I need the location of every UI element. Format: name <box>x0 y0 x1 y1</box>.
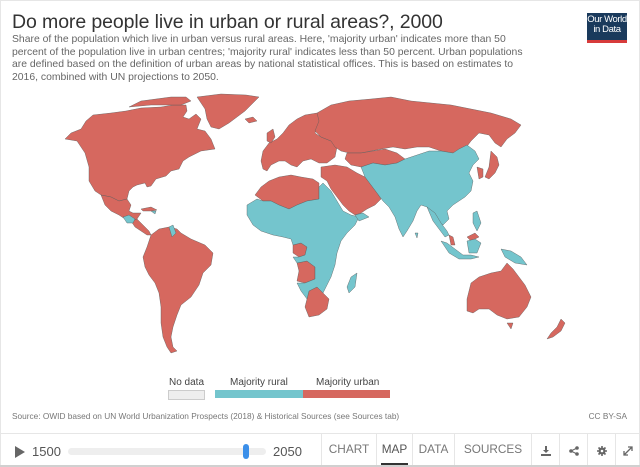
tab-map[interactable]: MAP <box>376 434 412 467</box>
region-malaysia[interactable] <box>448 234 456 246</box>
world-map <box>64 93 566 354</box>
fullscreen-button[interactable] <box>615 434 639 467</box>
legend-label-majority-rural: Majority rural <box>230 377 288 388</box>
tab-chart[interactable]: CHART <box>321 434 376 467</box>
logo-line2: in Data <box>593 24 621 35</box>
legend-label-majority-urban: Majority urban <box>316 377 380 388</box>
chart-subtitle: Share of the population which live in ur… <box>12 34 523 83</box>
region-guatemala-honduras[interactable] <box>122 214 136 224</box>
tab-data[interactable]: DATA <box>412 434 454 467</box>
timeline-slider[interactable] <box>68 444 266 459</box>
license-link[interactable]: CC BY-SA <box>588 411 627 421</box>
region-iceland[interactable] <box>244 116 258 124</box>
region-southeast-asia[interactable] <box>426 206 450 238</box>
legend-swatch-majority-rural[interactable] <box>215 390 303 398</box>
region-uk[interactable] <box>266 128 276 144</box>
region-tasmania[interactable] <box>506 322 514 330</box>
chart-title: Do more people live in urban or rural ar… <box>12 11 443 33</box>
region-europe[interactable] <box>260 112 338 172</box>
region-north-america[interactable] <box>64 104 216 202</box>
share-icon <box>568 445 579 456</box>
legend-swatch-no-data[interactable] <box>168 390 205 400</box>
legend-label-no-data: No data <box>169 377 205 388</box>
region-korea[interactable] <box>476 166 484 180</box>
fullscreen-icon <box>622 445 633 456</box>
region-middle-east[interactable] <box>320 164 382 216</box>
region-central-south-asia[interactable] <box>360 144 480 238</box>
bottom-shadow <box>0 465 640 467</box>
region-south-america[interactable] <box>142 226 214 354</box>
logo-line1: Our World <box>587 14 627 25</box>
owid-logo[interactable]: Our World in Data <box>587 13 627 43</box>
region-central-america[interactable] <box>130 218 152 236</box>
download-icon <box>540 445 551 456</box>
region-russia[interactable] <box>314 96 522 154</box>
play-icon[interactable] <box>15 446 25 458</box>
region-yemen[interactable] <box>354 212 370 222</box>
source-note: Source: OWID based on UN World Urbanizat… <box>12 411 400 421</box>
region-madagascar[interactable] <box>346 272 358 294</box>
timeline-start-year: 1500 <box>32 444 61 459</box>
timeline-end-year: 2050 <box>273 444 302 459</box>
region-borneo[interactable] <box>466 238 482 254</box>
region-sri-lanka[interactable] <box>414 232 419 239</box>
settings-icon <box>596 445 607 456</box>
control-bar: 1500 2050 CHART MAP DATA SOURCES <box>1 433 639 467</box>
region-guyana[interactable] <box>168 224 177 238</box>
majority-urban-regions <box>64 93 566 354</box>
region-arctic-islands[interactable] <box>128 96 192 108</box>
region-haiti[interactable] <box>150 210 157 215</box>
settings-button[interactable] <box>587 434 615 467</box>
legend-swatch-majority-urban[interactable] <box>303 390 390 398</box>
region-cuba[interactable] <box>140 206 158 212</box>
share-button[interactable] <box>559 434 587 467</box>
majority-rural-regions <box>122 144 528 300</box>
region-indonesia[interactable] <box>440 240 480 260</box>
region-papua[interactable] <box>500 248 528 266</box>
region-japan[interactable] <box>484 150 500 180</box>
download-button[interactable] <box>531 434 559 467</box>
region-mexico[interactable] <box>100 194 142 222</box>
region-australia[interactable] <box>466 262 532 320</box>
region-new-zealand[interactable] <box>546 318 566 340</box>
region-sub-saharan-africa[interactable] <box>246 182 360 300</box>
region-philippines[interactable] <box>472 210 482 232</box>
region-borneo-malaysia[interactable] <box>466 232 480 242</box>
timeline-thumb[interactable] <box>243 444 249 459</box>
tab-sources[interactable]: SOURCES <box>454 434 531 467</box>
region-greenland[interactable] <box>196 93 260 130</box>
